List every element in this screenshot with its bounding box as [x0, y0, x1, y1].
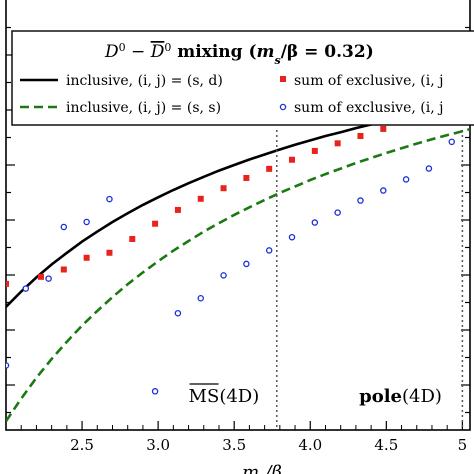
exclusive-circle-point	[311, 219, 319, 226]
legend-title: D0 − D0 mixing (ms/β = 0.32)	[104, 41, 374, 67]
exclusive-square-point	[152, 220, 159, 227]
legend-label-squares: sum of exclusive, (i, j	[294, 73, 443, 89]
x-tick-label: 5	[458, 436, 468, 454]
exclusive-square-point	[37, 273, 44, 280]
x-tick-label: 3.0	[146, 436, 170, 454]
exclusive-square-point	[380, 125, 387, 132]
exclusive-circle-point	[288, 233, 296, 241]
legend-swatch-circles	[279, 103, 287, 111]
exclusive-square-point	[174, 206, 181, 213]
legend-label-inclusive-sd: inclusive, (i, j) = (s, d)	[66, 73, 223, 89]
exclusive-square-point	[60, 266, 67, 273]
x-tick-label: 3.5	[222, 436, 246, 454]
exclusive-circle-point	[334, 209, 341, 216]
exclusive-square-point	[106, 249, 113, 256]
x-axis-label: ms/β	[242, 462, 282, 474]
x-tick-label: 2.5	[70, 436, 94, 454]
region-label-pole: pole(4D)	[359, 386, 442, 407]
legend: D0 − D0 mixing (ms/β = 0.32) inclusive, (…	[11, 30, 474, 126]
exclusive-square-point	[197, 195, 204, 202]
exclusive-circle-point	[197, 294, 204, 302]
exclusive-square-point	[83, 254, 90, 261]
exclusive-circle-point	[220, 272, 227, 279]
exclusive-square-point	[243, 174, 250, 181]
exclusive-circle-point	[174, 309, 182, 317]
exclusive-square-point	[289, 156, 296, 163]
exclusive-circle-point	[22, 285, 30, 292]
legend-box	[11, 30, 474, 126]
inclusive-ss-line	[6, 127, 470, 422]
exclusive-circle-point	[425, 165, 433, 172]
exclusive-circle-point	[448, 138, 455, 146]
axes: 2.5 3.0 3.5 4.0 4.5 5	[5, 0, 471, 454]
exclusive-circle-point	[6, 362, 10, 369]
exclusive-circle-point	[380, 187, 387, 194]
exclusive-square-point	[334, 140, 341, 147]
x-tick-label: 4.0	[298, 436, 322, 454]
exclusive-circle-point	[402, 176, 410, 183]
series-layer	[6, 102, 470, 422]
exclusive-square-point	[129, 235, 136, 242]
exclusive-square-point	[311, 147, 318, 154]
region-label-msbar: MS(4D)	[189, 386, 260, 407]
exclusive-circle-point	[60, 223, 68, 231]
exclusive-circle-point	[243, 260, 250, 268]
legend-label-circles: sum of exclusive, (i, j	[294, 100, 443, 116]
exclusive-square-point	[6, 280, 9, 287]
exclusive-square-point	[220, 185, 227, 192]
exclusive-circle-point	[151, 388, 159, 395]
vertical-lines	[276, 130, 464, 430]
legend-swatch-squares	[280, 76, 286, 82]
inclusive-sd-line	[6, 102, 470, 308]
annotations: MS(4D) pole(4D)	[189, 383, 442, 407]
exclusive-circle-point	[265, 247, 273, 254]
exclusive-circle-point	[357, 197, 364, 204]
exclusive-circle-point	[106, 195, 113, 203]
x-axis-title: ms/β	[242, 462, 282, 474]
x-tick-label: 4.5	[374, 436, 398, 454]
exclusive-square-point	[266, 165, 273, 172]
exclusive-circle-point	[83, 218, 90, 226]
plot-frame	[5, 0, 471, 431]
exclusive-square-point	[357, 132, 364, 139]
legend-label-inclusive-ss: inclusive, (i, j) = (s, s)	[66, 100, 221, 116]
exclusive-circle-point	[45, 275, 52, 282]
